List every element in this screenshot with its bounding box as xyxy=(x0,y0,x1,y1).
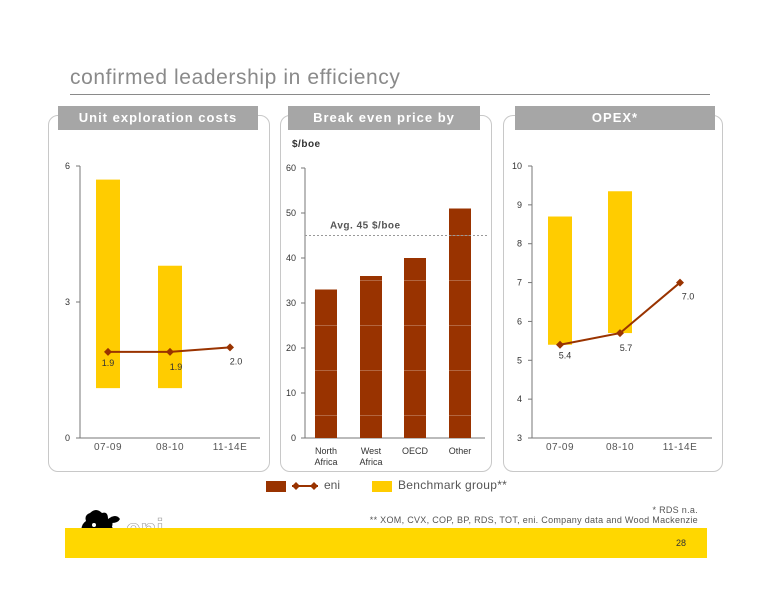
benchmark-bar xyxy=(548,216,572,345)
y-tick-label: 20 xyxy=(286,343,296,353)
eni-bar xyxy=(315,289,337,438)
eni-point xyxy=(226,343,234,352)
title-divider xyxy=(70,94,710,95)
data-label: 1.9 xyxy=(170,362,183,372)
y-tick-label: 10 xyxy=(512,161,522,171)
y-tick-label: 4 xyxy=(517,394,522,404)
footer-band xyxy=(65,528,707,558)
eni-point xyxy=(166,347,174,356)
eni-point xyxy=(104,347,112,356)
footnote-rds: * RDS n.a. xyxy=(652,505,698,515)
benchmark-bar xyxy=(608,191,632,334)
x-tick-label: Africa xyxy=(359,457,382,467)
eni-bar xyxy=(404,258,426,438)
panel-header-break-even: Break even price by region xyxy=(288,106,480,149)
y-tick-label: 6 xyxy=(517,316,522,326)
y-tick-label: 60 xyxy=(286,163,296,173)
footnote-benchmark: ** XOM, CVX, COP, BP, RDS, TOT, eni. Com… xyxy=(369,515,698,525)
legend-benchmark-label: Benchmark group** xyxy=(398,478,508,492)
eni-point xyxy=(676,278,684,287)
y-tick-label: 7 xyxy=(517,278,522,288)
x-tick-label: 07-09 xyxy=(546,442,574,453)
x-tick-label: North xyxy=(315,446,337,456)
x-tick-label: Africa xyxy=(314,457,337,467)
x-tick-label: 08-10 xyxy=(156,442,184,453)
y-tick-label: 9 xyxy=(517,200,522,210)
eni-bar xyxy=(449,208,471,438)
legend-benchmark-swatch xyxy=(372,481,392,492)
x-tick-label: West xyxy=(361,446,382,456)
y-tick-label: 6 xyxy=(65,161,70,171)
legend-eni-line-icon xyxy=(292,482,318,490)
y-tick-label: 8 xyxy=(517,239,522,249)
eni-point xyxy=(556,340,564,349)
y-tick-label: 5 xyxy=(517,355,522,365)
y-tick-label: 0 xyxy=(291,433,296,443)
data-label: 7.0 xyxy=(682,292,695,302)
x-tick-label: 11-14E xyxy=(213,442,248,453)
benchmark-bar xyxy=(96,179,120,389)
data-label: 2.0 xyxy=(230,356,243,366)
panel-header-opex: OPEX* xyxy=(515,106,715,130)
y-tick-label: 3 xyxy=(65,297,70,307)
eni-bar xyxy=(360,276,382,438)
x-tick-label: Other xyxy=(449,446,472,456)
page-title: confirmed leadership in efficiency xyxy=(70,66,401,89)
legend-eni-swatch xyxy=(266,481,286,492)
data-label: 5.7 xyxy=(620,343,633,353)
x-tick-label: 08-10 xyxy=(606,442,634,453)
panel-header-unit-exploration: Unit exploration costs xyxy=(58,106,258,130)
x-tick-label: 11-14E xyxy=(663,442,698,453)
benchmark-bar xyxy=(158,265,182,389)
eni-point xyxy=(616,329,624,338)
data-label: 5.4 xyxy=(559,351,572,361)
data-label: 1.9 xyxy=(102,358,115,368)
y-tick-label: 30 xyxy=(286,298,296,308)
page-number: 28 xyxy=(676,538,687,548)
x-tick-label: 07-09 xyxy=(94,442,122,453)
legend-eni-label: eni xyxy=(324,478,341,492)
x-tick-label: OECD xyxy=(402,446,429,456)
y-tick-label: 10 xyxy=(286,388,296,398)
y-tick-label: 0 xyxy=(65,433,70,443)
y-tick-label: 40 xyxy=(286,253,296,263)
average-label: Avg. 45 $/boe xyxy=(330,221,401,232)
y-axis-label: $/boe xyxy=(292,139,321,150)
y-tick-label: 3 xyxy=(517,433,522,443)
y-tick-label: 50 xyxy=(286,208,296,218)
